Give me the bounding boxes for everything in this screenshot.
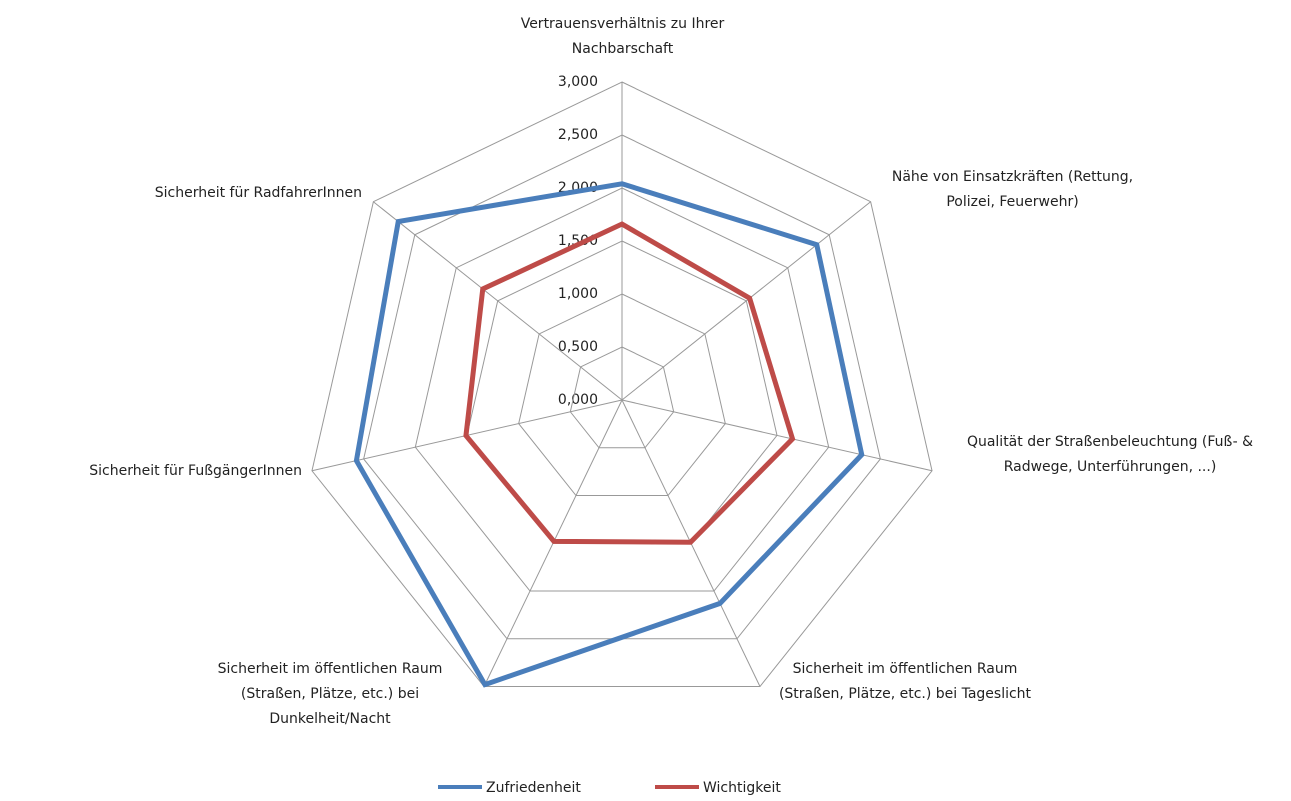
category-label: Sicherheit für FußgängerInnen xyxy=(89,463,302,479)
y-tick-label: 0,500 xyxy=(558,339,598,355)
grid-line xyxy=(518,293,726,497)
category-label: Qualität der Straßenbeleuchtung (Fuß- & … xyxy=(966,434,1254,475)
y-tick-label: 1,000 xyxy=(558,286,598,302)
grid-line xyxy=(569,346,675,449)
y-tick-label: 0,000 xyxy=(558,392,598,408)
grid-line xyxy=(414,187,830,592)
y-tick-label: 1,500 xyxy=(558,233,598,249)
axis-line xyxy=(621,399,933,472)
category-label: Sicherheit im öffentlichen Raum (Straßen… xyxy=(217,661,443,727)
legend-label: Wichtigkeit xyxy=(703,780,781,796)
category-label: Sicherheit für RadfahrerInnen xyxy=(154,185,362,201)
series-line xyxy=(463,221,796,545)
category-label: Sicherheit im öffentlichen Raum (Straßen… xyxy=(778,661,1032,702)
legend-label: Zufriedenheit xyxy=(486,780,581,796)
axis-line xyxy=(373,201,623,401)
category-label: Nähe von Einsatzkräften (Rettung, Polize… xyxy=(891,169,1134,210)
y-tick-label: 2,500 xyxy=(558,127,598,143)
axis-line xyxy=(621,201,871,401)
grid-line xyxy=(311,81,933,688)
y-tick-label: 3,000 xyxy=(558,74,598,90)
series-line xyxy=(353,181,865,688)
category-label: Vertrauensverhältnis zu Ihrer Nachbarsch… xyxy=(520,16,725,57)
